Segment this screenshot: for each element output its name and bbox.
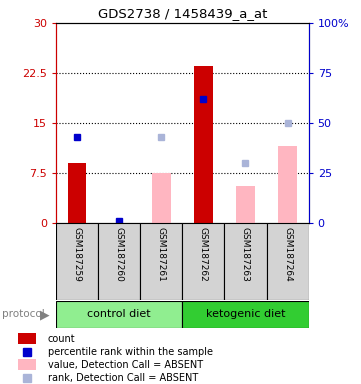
Text: percentile rank within the sample: percentile rank within the sample <box>48 347 213 357</box>
Bar <box>182 301 309 328</box>
Bar <box>152 173 171 223</box>
Bar <box>194 66 213 223</box>
Bar <box>278 146 297 223</box>
Text: GSM187259: GSM187259 <box>73 227 82 281</box>
Bar <box>98 223 140 300</box>
Bar <box>236 186 255 223</box>
Bar <box>18 333 36 344</box>
Bar <box>56 223 98 300</box>
Bar <box>56 301 182 328</box>
Text: GSM187264: GSM187264 <box>283 227 292 281</box>
Text: ▶: ▶ <box>40 308 50 321</box>
Text: count: count <box>48 334 75 344</box>
Text: control diet: control diet <box>87 310 151 319</box>
Bar <box>18 359 36 370</box>
Text: GSM187262: GSM187262 <box>199 227 208 281</box>
Bar <box>225 223 266 300</box>
Text: ketogenic diet: ketogenic diet <box>206 310 285 319</box>
Text: value, Detection Call = ABSENT: value, Detection Call = ABSENT <box>48 359 203 369</box>
Text: GSM187263: GSM187263 <box>241 227 250 281</box>
Bar <box>68 163 87 223</box>
Bar <box>182 223 225 300</box>
Text: protocol: protocol <box>2 310 44 319</box>
Text: rank, Detection Call = ABSENT: rank, Detection Call = ABSENT <box>48 372 198 382</box>
Text: GSM187260: GSM187260 <box>115 227 123 281</box>
Text: GSM187261: GSM187261 <box>157 227 166 281</box>
Bar <box>140 223 182 300</box>
Title: GDS2738 / 1458439_a_at: GDS2738 / 1458439_a_at <box>97 7 267 20</box>
Bar <box>266 223 309 300</box>
